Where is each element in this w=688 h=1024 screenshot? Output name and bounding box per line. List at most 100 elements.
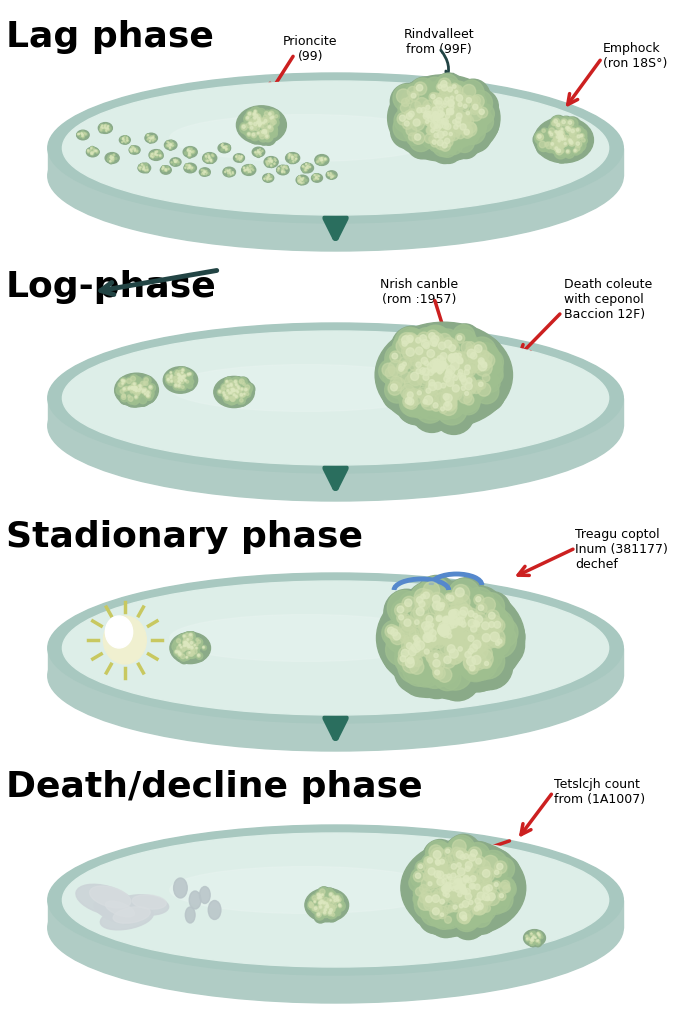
Circle shape (531, 933, 535, 937)
Circle shape (142, 165, 146, 169)
Circle shape (438, 125, 463, 152)
Circle shape (301, 180, 303, 181)
Circle shape (465, 876, 475, 886)
Circle shape (165, 374, 173, 381)
Circle shape (337, 902, 345, 910)
Circle shape (406, 641, 428, 664)
Circle shape (462, 379, 468, 385)
Circle shape (151, 137, 155, 141)
Circle shape (418, 366, 429, 377)
Circle shape (537, 140, 552, 155)
Circle shape (403, 105, 425, 128)
Circle shape (132, 387, 136, 391)
Circle shape (431, 356, 442, 368)
Circle shape (436, 136, 462, 164)
Circle shape (414, 101, 440, 128)
Circle shape (81, 133, 83, 134)
Circle shape (413, 351, 434, 373)
Circle shape (236, 155, 239, 158)
Circle shape (438, 620, 461, 643)
Circle shape (398, 116, 423, 141)
Circle shape (444, 624, 462, 642)
Circle shape (108, 127, 111, 130)
Circle shape (331, 910, 339, 919)
Circle shape (406, 110, 436, 140)
Circle shape (322, 159, 326, 163)
Circle shape (460, 367, 481, 389)
Circle shape (162, 166, 165, 169)
Circle shape (465, 866, 470, 871)
Circle shape (402, 370, 422, 389)
Circle shape (449, 371, 466, 389)
Circle shape (417, 590, 434, 607)
Circle shape (422, 123, 443, 144)
Circle shape (476, 902, 483, 909)
Circle shape (393, 84, 419, 112)
Circle shape (464, 876, 485, 898)
Circle shape (283, 166, 286, 168)
Circle shape (447, 366, 455, 374)
Circle shape (417, 635, 441, 659)
Circle shape (324, 901, 334, 910)
Circle shape (112, 157, 114, 159)
Circle shape (244, 114, 255, 125)
Circle shape (309, 166, 310, 168)
Circle shape (451, 609, 459, 617)
Circle shape (433, 336, 447, 350)
Circle shape (268, 126, 271, 128)
Circle shape (419, 328, 447, 355)
Circle shape (433, 362, 452, 382)
Circle shape (224, 379, 232, 386)
Circle shape (468, 897, 499, 930)
Ellipse shape (184, 163, 197, 173)
Circle shape (189, 167, 191, 169)
Circle shape (145, 169, 149, 173)
Circle shape (270, 178, 272, 180)
Circle shape (195, 638, 202, 644)
Circle shape (189, 167, 191, 168)
Ellipse shape (115, 373, 158, 407)
Circle shape (416, 873, 420, 879)
Circle shape (168, 380, 171, 384)
Circle shape (445, 632, 455, 641)
Circle shape (314, 901, 315, 902)
Circle shape (431, 902, 442, 913)
Circle shape (566, 137, 581, 154)
Circle shape (261, 117, 275, 130)
Circle shape (299, 178, 302, 180)
Circle shape (428, 630, 447, 650)
Circle shape (447, 868, 480, 902)
Circle shape (462, 391, 480, 411)
Circle shape (297, 180, 301, 183)
Circle shape (266, 135, 268, 137)
Circle shape (438, 356, 455, 375)
Circle shape (442, 391, 457, 407)
Circle shape (460, 607, 468, 615)
Circle shape (557, 134, 564, 142)
Circle shape (559, 133, 561, 135)
Circle shape (453, 871, 480, 899)
Circle shape (235, 390, 237, 393)
Circle shape (469, 883, 477, 891)
Circle shape (477, 865, 494, 883)
Circle shape (169, 143, 173, 146)
Circle shape (416, 367, 435, 386)
Circle shape (201, 169, 203, 172)
Circle shape (257, 151, 259, 153)
Circle shape (425, 592, 458, 626)
Circle shape (186, 642, 195, 651)
Circle shape (441, 631, 458, 648)
Circle shape (436, 402, 455, 423)
Circle shape (411, 890, 448, 927)
Circle shape (533, 936, 535, 938)
Circle shape (439, 94, 449, 104)
Circle shape (423, 399, 427, 403)
Circle shape (442, 123, 463, 144)
Circle shape (239, 159, 241, 161)
Circle shape (81, 132, 83, 134)
Circle shape (184, 379, 186, 382)
Circle shape (429, 112, 448, 131)
Circle shape (436, 625, 473, 663)
Circle shape (492, 637, 508, 653)
Circle shape (247, 169, 250, 172)
